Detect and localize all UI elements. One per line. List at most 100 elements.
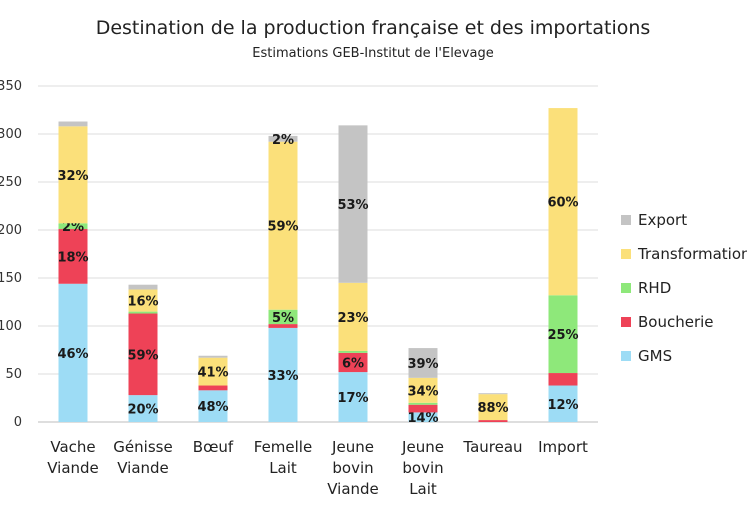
data-label: 48%	[197, 400, 228, 415]
legend-item: RHD	[621, 279, 671, 297]
bar-segment	[478, 420, 508, 422]
y-axis: 0 50 100 150 200 250 300 350	[0, 79, 22, 430]
bar-segment	[128, 289, 158, 312]
legend-item: Transformation	[621, 245, 747, 263]
legend-swatch	[621, 317, 631, 327]
legend-label: RHD	[638, 279, 671, 297]
legend-item: GMS	[621, 347, 672, 365]
data-label: 16%	[127, 295, 158, 310]
bar-segment	[338, 372, 368, 422]
legend-item: Boucherie	[621, 313, 714, 331]
bar-segment	[268, 324, 298, 328]
data-label: 6%	[342, 356, 364, 371]
data-label: 32%	[57, 169, 88, 184]
bar-segment	[198, 390, 228, 422]
bar-segment	[268, 327, 298, 422]
bar-segment	[58, 229, 88, 284]
bar-segment	[338, 125, 368, 283]
data-label: 59%	[267, 220, 298, 235]
bar-segment	[128, 311, 158, 314]
bar-segment	[198, 385, 228, 391]
legend-swatch	[621, 215, 631, 225]
bar-segment	[408, 402, 438, 405]
data-label: 46%	[57, 347, 88, 362]
legend-label: Export	[638, 211, 687, 229]
bar-segment	[338, 282, 368, 351]
legend-label: GMS	[638, 347, 672, 365]
bar-segment	[198, 355, 228, 358]
bar-segment	[268, 309, 298, 325]
bar-segment	[58, 121, 88, 127]
legend: Export Transformation RHD Boucherie GMS	[621, 211, 747, 365]
x-tick-label: Taureau	[462, 438, 522, 456]
bar-segment	[128, 395, 158, 422]
bar-segment	[548, 385, 578, 422]
y-tick-label: 250	[0, 175, 22, 190]
data-label: 12%	[547, 398, 578, 413]
bar-segment	[408, 412, 438, 422]
data-label: 53%	[337, 198, 368, 213]
data-label: 39%	[407, 357, 438, 372]
x-tick-label: Import	[538, 438, 588, 456]
legend-swatch	[621, 249, 631, 259]
data-label: 25%	[547, 328, 578, 343]
data-label: 2%	[62, 220, 84, 235]
bar-segment	[128, 313, 158, 396]
chart-subtitle: Estimations GEB-Institut de l'Elevage	[252, 46, 493, 61]
data-label: 5%	[272, 311, 294, 326]
data-label: 59%	[127, 348, 158, 363]
x-tick-label: Jeune bovin Viande	[327, 438, 379, 498]
gridlines	[38, 85, 598, 423]
bar-segment	[548, 295, 578, 374]
x-tick-label: Vache Viande	[47, 438, 99, 477]
data-label: 17%	[337, 391, 368, 406]
y-tick-label: 0	[14, 415, 22, 430]
legend-swatch	[621, 351, 631, 361]
bar-segment	[478, 393, 508, 395]
x-axis: Vache Viande Génisse Viande Bœuf Femelle Lait J…	[47, 438, 588, 498]
bar-stack: 48% 41%	[197, 355, 229, 422]
bar-stack: 46% 18% 2% 32%	[57, 121, 89, 422]
legend-item: Export	[621, 211, 687, 229]
bar-stack: 20% 59% 16%	[127, 284, 159, 422]
bar-segment	[268, 135, 298, 142]
x-tick-label: Bœuf	[193, 438, 234, 456]
bar-stack: 88%	[477, 393, 509, 422]
y-tick-label: 200	[0, 223, 22, 238]
data-label: 23%	[337, 311, 368, 326]
bar-segment	[478, 394, 508, 421]
bar-segment	[58, 223, 88, 230]
bar-segment	[548, 373, 578, 386]
bar-stack: 12% 25% 60%	[547, 108, 579, 422]
bar-stack: 33% 5% 59% 2%	[267, 133, 299, 422]
legend-label: Transformation	[637, 245, 747, 263]
bar-segment	[58, 126, 88, 224]
bar-segment	[338, 352, 368, 373]
data-label: 60%	[547, 196, 578, 211]
legend-label: Boucherie	[638, 313, 714, 331]
bar-segment	[128, 284, 158, 290]
bar-segment	[408, 377, 438, 403]
bar-segment	[198, 357, 228, 386]
data-label: 18%	[57, 250, 88, 265]
data-label: 33%	[267, 369, 298, 384]
bar-stack: 14% 34% 39%	[407, 348, 439, 426]
bar-segment	[548, 108, 578, 296]
y-tick-label: 50	[5, 367, 22, 382]
data-label: 41%	[197, 366, 228, 381]
bar-segment	[338, 350, 368, 353]
data-label: 20%	[127, 403, 158, 418]
bar-segment	[408, 348, 438, 378]
bar-segment	[58, 283, 88, 422]
chart-title: Destination de la production française e…	[96, 17, 651, 39]
bar-segment	[408, 404, 438, 413]
x-tick-label: Génisse Viande	[113, 438, 172, 477]
x-tick-label: Femelle Lait	[254, 438, 312, 477]
y-tick-label: 150	[0, 271, 22, 286]
legend-swatch	[621, 283, 631, 293]
bars: 46% 18% 2% 32% 20% 59% 16% 48% 41% 33% 5% 59% 2% 17% 6…	[57, 108, 579, 426]
data-label: 2%	[272, 133, 294, 148]
data-label: 14%	[407, 411, 438, 426]
data-label: 88%	[477, 401, 508, 416]
